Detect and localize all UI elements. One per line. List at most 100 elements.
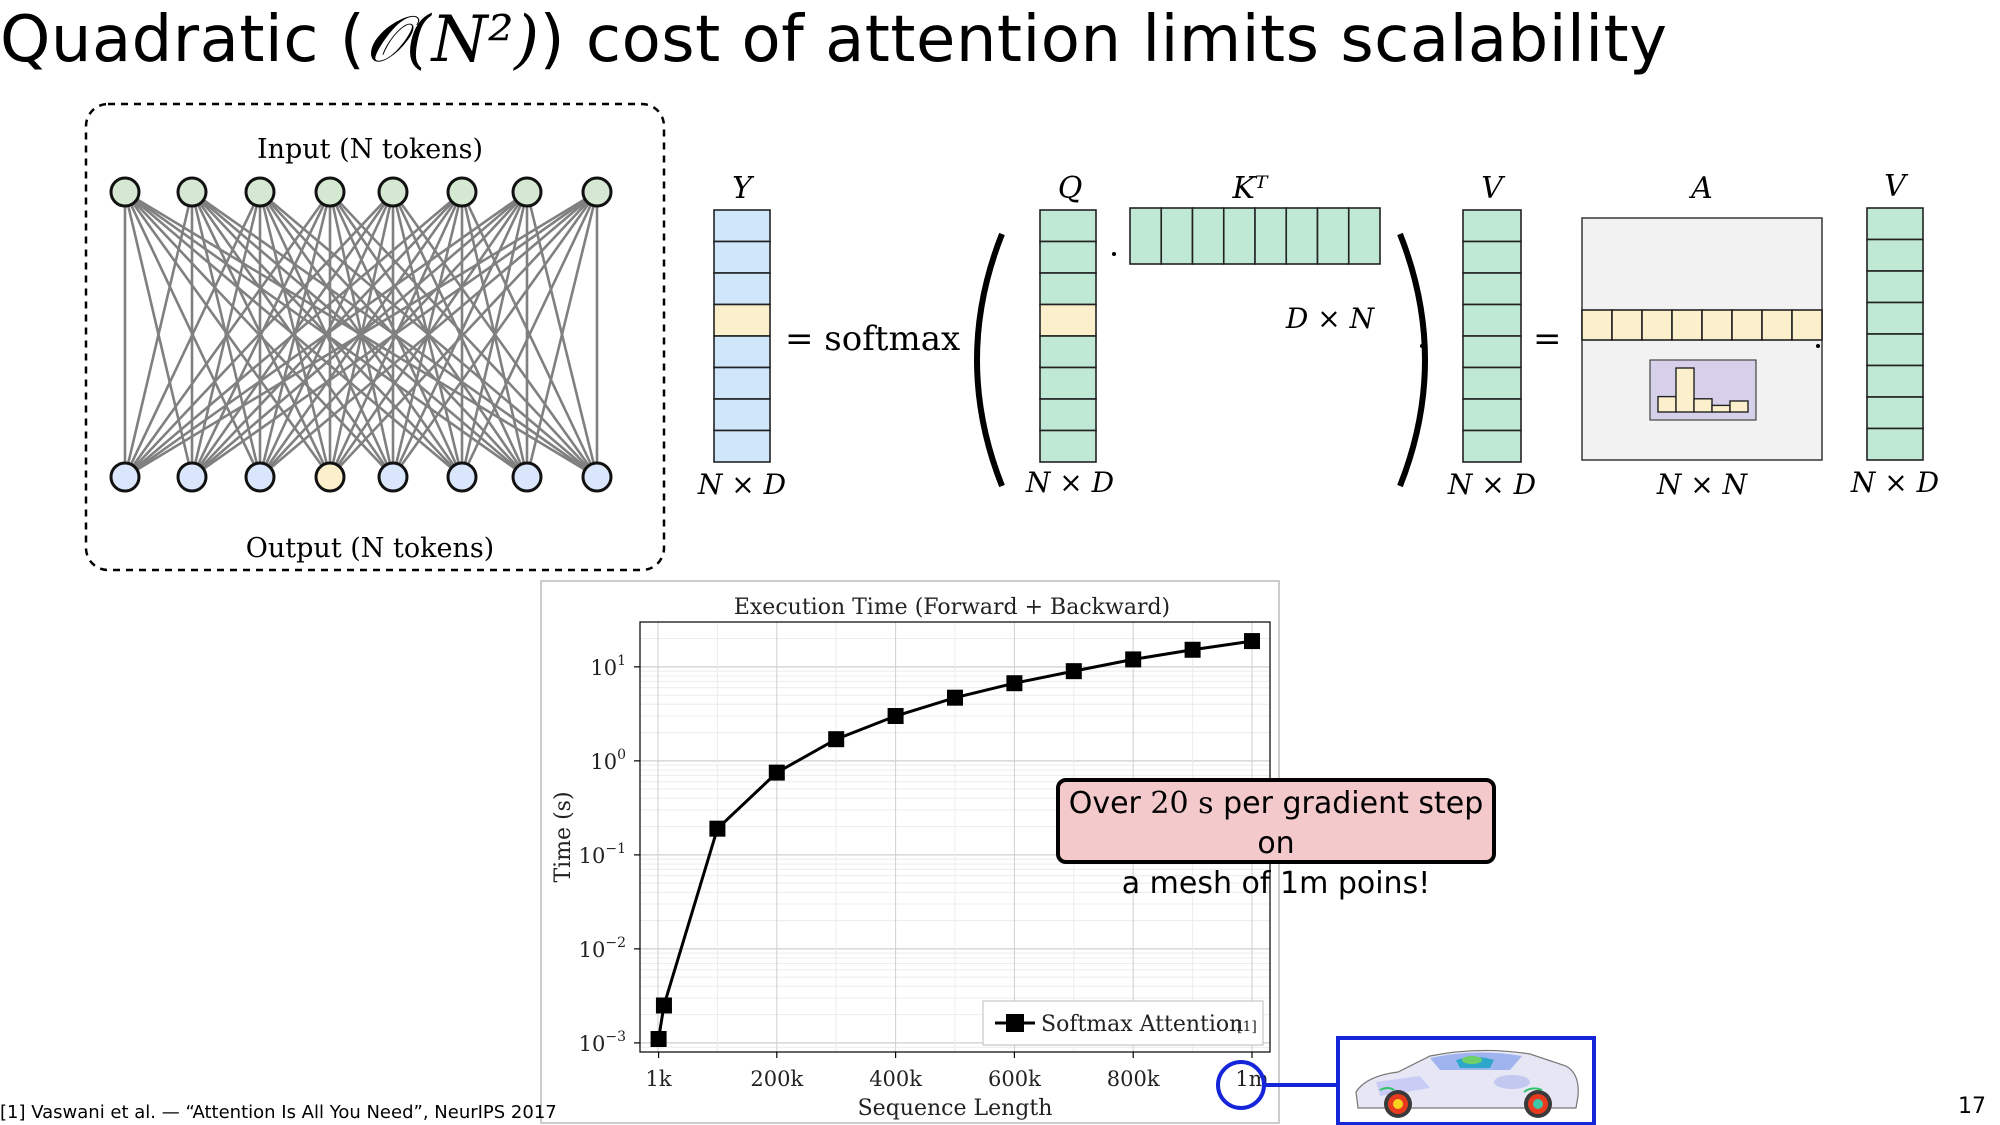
histogram-bar [1675,367,1695,413]
callout-line-2: a mesh of 1m poins! [1121,866,1431,901]
v-matrix-cell [1462,303,1522,337]
kt-matrix-cell [1347,207,1381,265]
kt-dim-label: D × N [1285,302,1376,335]
series-line [657,639,1253,1040]
title-math: 𝒪(N²) [365,3,540,77]
page-number: 17 [1958,1094,1986,1119]
output-node [244,461,276,493]
v2-dim-label: N × D [1850,466,1939,499]
kt-matrix-label: Kᵀ [1231,171,1268,206]
x-tick-label: 200k [750,1067,803,1091]
attention-equation: Y Q Kᵀ V A V = softmax = N × D N × D D ×… [697,169,1939,501]
kt-matrix-cell [1191,207,1225,265]
y-tick-label: 10−3 [579,1029,626,1056]
equation-matrices [713,207,1924,463]
a-highlight-row-cell [1581,309,1613,341]
histogram-bar [1657,395,1677,413]
callout-box: Over 20 s per gradient step on a mesh of… [1056,778,1496,901]
v2-matrix-cell [1866,238,1924,272]
x-axis-label: Sequence Length [858,1096,1053,1121]
chart-legend: Softmax Attention [1] [982,1000,1264,1046]
equals-sign: = [1533,319,1562,359]
data-point [768,764,785,781]
q-matrix-cell [1039,303,1097,337]
v-dim-label: N × D [1447,468,1536,501]
output-node [377,461,409,493]
right-paren [1397,232,1428,488]
chart-title: Execution Time (Forward + Backward) [734,595,1170,620]
input-node [244,176,276,208]
output-node [109,461,141,493]
v2-matrix-cell [1866,207,1924,241]
q-matrix-cell [1039,366,1097,400]
v2-matrix-cell [1866,364,1924,398]
a-highlight-row-cell [1731,309,1763,341]
input-node [446,176,478,208]
network-edge [191,190,598,479]
output-node [511,461,543,493]
data-point [1244,633,1260,650]
left-paren [974,232,1005,488]
a-highlight-row-cell [1701,309,1733,341]
callout-value: 20 [1150,786,1189,821]
v-matrix-cell [1462,366,1522,400]
y-matrix-cell [713,335,771,369]
output-node-highlighted [314,461,346,493]
q-matrix-cell [1039,335,1097,369]
data-point [650,1030,667,1047]
q-matrix-cell [1039,272,1097,306]
v-matrix-cell [1462,272,1522,306]
input-node [377,176,409,208]
kt-matrix-cell [1160,207,1194,265]
network-edge [124,191,394,478]
y-matrix-cell [713,272,771,306]
network-edge [525,191,599,478]
y-axis-label: Time (s) [551,791,576,882]
output-label: Output (N tokens) [246,533,494,564]
v2-matrix-cell [1866,270,1924,304]
histogram-bar [1729,400,1749,413]
dot-operator [1420,344,1424,348]
legend-series-name: Softmax Attention [1041,1012,1243,1037]
q-matrix-cell [1039,240,1097,274]
data-point [1065,663,1082,680]
dot-operator [1816,344,1820,348]
y-tick-label: 10−1 [579,841,626,868]
y-matrix-cell [713,240,771,274]
data-point [709,820,726,837]
v2-matrix-cell [1866,333,1924,367]
q-matrix-cell [1039,398,1097,432]
y-tick-labels: 10−3 10−2 10−1 100 101 [579,653,640,1056]
q-dim-label: N × D [1025,466,1114,499]
v2-matrix-cell [1866,301,1924,335]
network-edges [123,190,599,479]
x-tick-label: 1k [646,1067,672,1091]
data-point [947,689,963,706]
kt-matrix-cell [1285,207,1319,265]
network-edge [123,191,262,478]
y-tick-label: 100 [590,747,626,774]
network-edge [460,191,599,478]
y-matrix-cell [713,398,771,432]
y-matrix-cell [713,209,771,243]
a-dim-label: N × N [1656,468,1749,501]
slide-title: Quadratic (𝒪(N²)) cost of attention limi… [0,2,1668,78]
output-node [176,461,208,493]
network-edge [391,191,529,478]
v-matrix-label: V [1481,171,1506,206]
y-tick-label: 101 [590,653,626,680]
v-matrix-cell [1462,240,1522,274]
input-node [109,176,141,208]
input-node [511,176,543,208]
legend-marker-swatch [1006,1014,1024,1032]
y-dim-label: N × D [697,468,786,501]
v2-matrix-label: V [1884,169,1909,204]
y-matrix-cell [713,366,771,400]
v2-matrix-cell [1866,427,1924,461]
network-nodes [109,176,613,493]
v-matrix-cell [1462,209,1522,243]
input-label: Input (N tokens) [257,134,483,165]
diagram-dashed-border [84,102,666,572]
x-tick-labels: 1k 200k 400k 600k 800k 1m [646,1052,1269,1091]
kt-matrix-cell [1254,207,1288,265]
